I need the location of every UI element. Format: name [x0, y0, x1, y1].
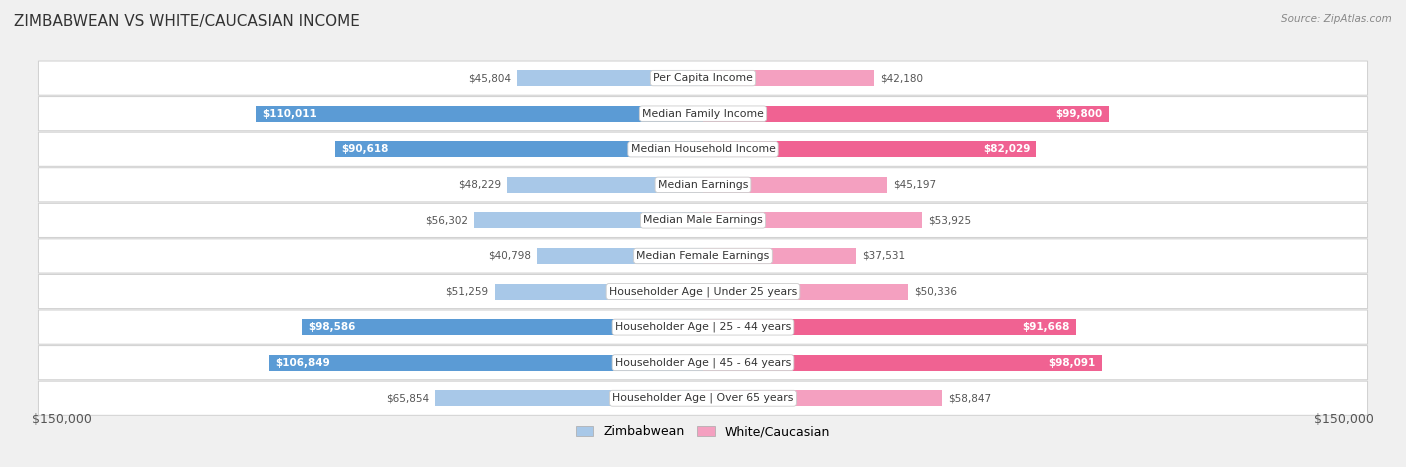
- Text: $53,925: $53,925: [928, 215, 972, 226]
- Text: Median Female Earnings: Median Female Earnings: [637, 251, 769, 261]
- Text: $150,000: $150,000: [1313, 413, 1374, 426]
- Text: Householder Age | 45 - 64 years: Householder Age | 45 - 64 years: [614, 357, 792, 368]
- Bar: [703, 212, 922, 228]
- Text: Householder Age | 25 - 44 years: Householder Age | 25 - 44 years: [614, 322, 792, 333]
- Text: $58,847: $58,847: [948, 393, 991, 403]
- Text: Householder Age | Under 25 years: Householder Age | Under 25 years: [609, 286, 797, 297]
- Bar: [474, 212, 703, 228]
- Bar: [703, 390, 942, 406]
- FancyBboxPatch shape: [38, 239, 1368, 273]
- Legend: Zimbabwean, White/Caucasian: Zimbabwean, White/Caucasian: [571, 420, 835, 443]
- Bar: [517, 70, 703, 86]
- Text: $56,302: $56,302: [425, 215, 468, 226]
- FancyBboxPatch shape: [38, 132, 1368, 166]
- Bar: [269, 354, 703, 371]
- FancyBboxPatch shape: [38, 203, 1368, 237]
- Text: $90,618: $90,618: [340, 144, 388, 154]
- FancyBboxPatch shape: [38, 310, 1368, 344]
- Text: Source: ZipAtlas.com: Source: ZipAtlas.com: [1281, 14, 1392, 24]
- Text: $82,029: $82,029: [983, 144, 1031, 154]
- Bar: [703, 70, 875, 86]
- Text: Householder Age | Over 65 years: Householder Age | Over 65 years: [612, 393, 794, 403]
- Bar: [495, 283, 703, 299]
- Text: $40,798: $40,798: [488, 251, 531, 261]
- Text: Median Household Income: Median Household Income: [630, 144, 776, 154]
- Text: Median Earnings: Median Earnings: [658, 180, 748, 190]
- FancyBboxPatch shape: [38, 97, 1368, 131]
- Bar: [703, 141, 1036, 157]
- Text: $91,668: $91,668: [1022, 322, 1070, 332]
- Text: $51,259: $51,259: [446, 287, 488, 297]
- FancyBboxPatch shape: [38, 168, 1368, 202]
- Bar: [537, 248, 703, 264]
- Bar: [335, 141, 703, 157]
- Bar: [508, 177, 703, 193]
- Text: $99,800: $99,800: [1056, 109, 1102, 119]
- FancyBboxPatch shape: [38, 346, 1368, 380]
- Text: $65,854: $65,854: [387, 393, 429, 403]
- Bar: [703, 354, 1102, 371]
- Bar: [703, 106, 1109, 122]
- Text: $45,804: $45,804: [468, 73, 510, 83]
- Text: $150,000: $150,000: [32, 413, 93, 426]
- Text: $50,336: $50,336: [914, 287, 956, 297]
- Text: Median Male Earnings: Median Male Earnings: [643, 215, 763, 226]
- Bar: [703, 177, 887, 193]
- Bar: [256, 106, 703, 122]
- Text: $37,531: $37,531: [862, 251, 905, 261]
- Bar: [703, 283, 908, 299]
- Text: $98,586: $98,586: [308, 322, 356, 332]
- Text: ZIMBABWEAN VS WHITE/CAUCASIAN INCOME: ZIMBABWEAN VS WHITE/CAUCASIAN INCOME: [14, 14, 360, 29]
- Bar: [302, 319, 703, 335]
- Text: $42,180: $42,180: [880, 73, 924, 83]
- Text: Per Capita Income: Per Capita Income: [652, 73, 754, 83]
- Text: $110,011: $110,011: [262, 109, 316, 119]
- Text: $48,229: $48,229: [458, 180, 501, 190]
- Text: $45,197: $45,197: [893, 180, 936, 190]
- Text: Median Family Income: Median Family Income: [643, 109, 763, 119]
- FancyBboxPatch shape: [38, 275, 1368, 309]
- FancyBboxPatch shape: [38, 61, 1368, 95]
- Text: $106,849: $106,849: [274, 358, 329, 368]
- Bar: [436, 390, 703, 406]
- Bar: [703, 248, 855, 264]
- Bar: [703, 319, 1076, 335]
- FancyBboxPatch shape: [38, 381, 1368, 415]
- Text: $98,091: $98,091: [1049, 358, 1095, 368]
